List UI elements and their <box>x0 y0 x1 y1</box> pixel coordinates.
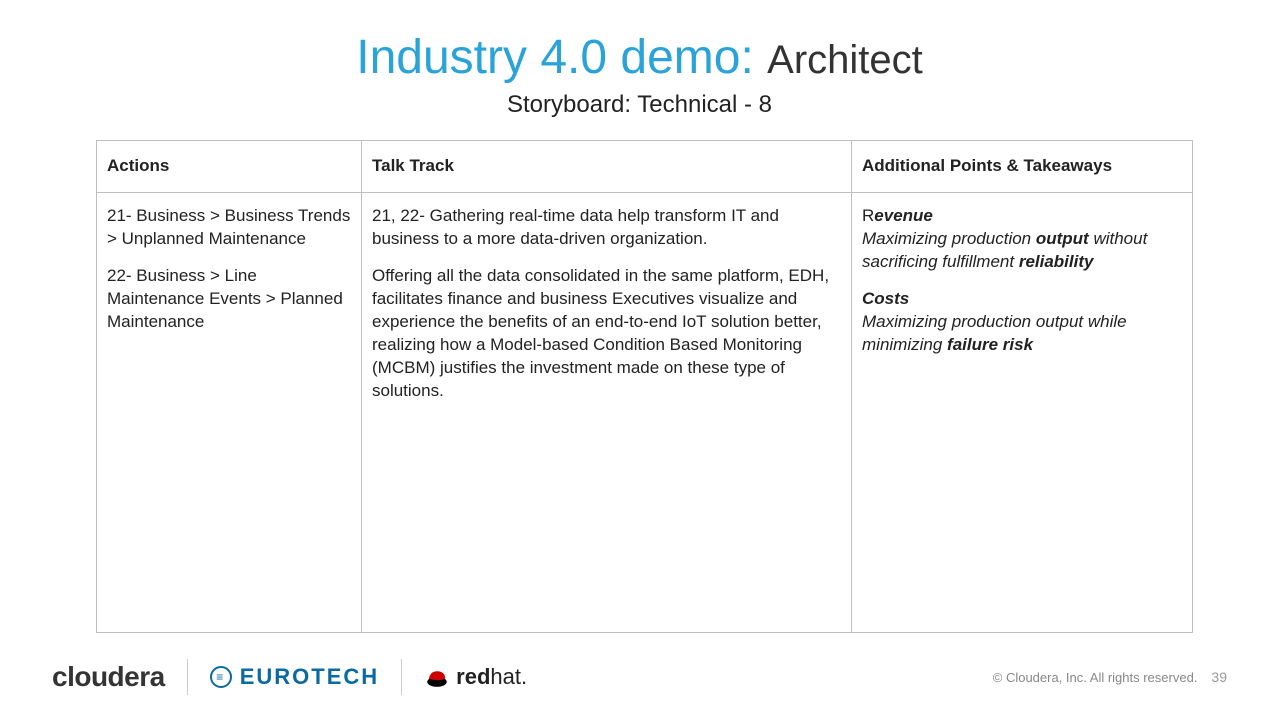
logo-row: cloudera ≡ EUROTECH redhat. <box>52 659 527 695</box>
slide: Industry 4.0 demo: Architect Storyboard:… <box>0 0 1279 719</box>
footer-right: © Cloudera, Inc. All rights reserved. 39 <box>993 669 1227 685</box>
redhat-logo: redhat. <box>424 664 527 690</box>
rev-line-reliability: reliability <box>1019 252 1094 271</box>
redhat-bold: red <box>456 664 490 689</box>
cell-takeaways: Revenue Maximizing production output wit… <box>852 192 1193 632</box>
cloudera-logo: cloudera <box>52 661 165 693</box>
cell-actions: 21- Business > Business Trends > Unplann… <box>97 192 362 632</box>
eurotech-icon: ≡ <box>210 666 232 688</box>
cell-talk-track: 21, 22- Gathering real-time data help tr… <box>362 192 852 632</box>
rev-evenue: evenue <box>874 206 933 225</box>
actions-para-1: 21- Business > Business Trends > Unplann… <box>107 205 351 251</box>
rev-r: R <box>862 206 874 225</box>
table: Actions Talk Track Additional Points & T… <box>96 140 1193 633</box>
header-talk-track: Talk Track <box>362 141 852 193</box>
eurotech-logo: ≡ EUROTECH <box>210 664 379 690</box>
rev-line-output: output <box>1036 229 1089 248</box>
takeaway-costs: Costs Maximizing production output while… <box>862 288 1182 357</box>
actions-para-2: 22- Business > Line Maintenance Events >… <box>107 265 351 334</box>
logo-divider <box>401 659 402 695</box>
rev-line-pre: Maximizing production <box>862 229 1036 248</box>
title-main: Industry 4.0 demo: <box>356 31 767 84</box>
title-block: Industry 4.0 demo: Architect Storyboard:… <box>0 0 1279 119</box>
storyboard-table: Actions Talk Track Additional Points & T… <box>96 140 1192 633</box>
takeaway-revenue-head: Revenue Maximizing production output wit… <box>862 205 1182 274</box>
table-header-row: Actions Talk Track Additional Points & T… <box>97 141 1193 193</box>
table-row: 21- Business > Business Trends > Unplann… <box>97 192 1193 632</box>
redhat-icon <box>424 664 450 690</box>
copyright-text: © Cloudera, Inc. All rights reserved. <box>993 670 1198 685</box>
page-number: 39 <box>1211 669 1227 685</box>
title-line: Industry 4.0 demo: Architect <box>0 30 1279 85</box>
costs-head: Costs <box>862 289 909 308</box>
redhat-light: hat. <box>490 664 527 689</box>
costs-line-risk: failure risk <box>947 335 1033 354</box>
slide-subtitle: Storyboard: Technical - 8 <box>0 91 1279 119</box>
title-role: Architect <box>767 38 923 82</box>
eurotech-text: EUROTECH <box>240 664 379 690</box>
footer: cloudera ≡ EUROTECH redhat. © Cloudera, … <box>52 653 1227 701</box>
talk-para-1: 21, 22- Gathering real-time data help tr… <box>372 205 841 251</box>
logo-divider <box>187 659 188 695</box>
talk-para-2: Offering all the data consolidated in th… <box>372 265 841 403</box>
header-takeaways: Additional Points & Takeaways <box>852 141 1193 193</box>
header-actions: Actions <box>97 141 362 193</box>
redhat-text: redhat. <box>456 664 527 690</box>
